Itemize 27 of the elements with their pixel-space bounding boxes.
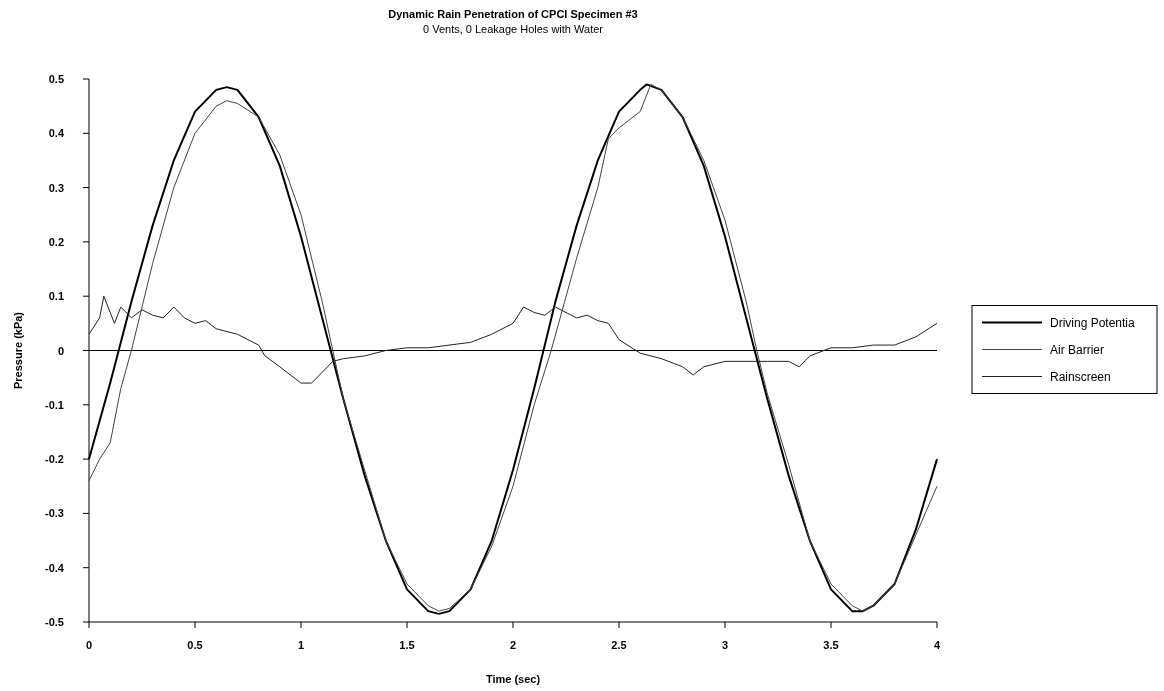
x-tick-label: 0.5 xyxy=(187,639,203,651)
legend-label: Driving Potentia xyxy=(1050,315,1136,330)
y-axis-title: Pressure (kPa) xyxy=(12,311,24,390)
y-tick-label: -0.2 xyxy=(45,453,64,466)
x-tick-label: 4 xyxy=(933,639,941,651)
x-tick-label: 3.5 xyxy=(823,639,839,651)
x-tick-label: 2.5 xyxy=(611,639,627,651)
y-tick-label: 0.3 xyxy=(48,181,64,194)
chart-subtitle: 0 Vents, 0 Leakage Holes with Water xyxy=(423,23,604,35)
y-tick-label: 0.5 xyxy=(48,73,64,85)
y-tick-label: 0.4 xyxy=(48,127,65,140)
x-tick-label: 2 xyxy=(509,639,517,651)
x-axis-title: Time (sec) xyxy=(485,673,541,685)
x-tick-label: 0 xyxy=(85,639,93,651)
y-tick-label: 0 xyxy=(57,344,64,357)
y-tick-label: -0.4 xyxy=(45,561,65,574)
y-tick-label: 0.2 xyxy=(48,235,64,248)
y-tick-label: -0.5 xyxy=(45,616,64,628)
y-tick-label: 0.1 xyxy=(48,290,64,303)
x-tick-label: 3 xyxy=(721,639,729,651)
legend-label: Air Barrier xyxy=(1050,342,1105,357)
legend-label: Rainscreen xyxy=(1050,369,1111,384)
x-tick-label: 1.5 xyxy=(399,639,415,651)
chart-title: Dynamic Rain Penetration of CPCI Specimen #3 xyxy=(388,8,638,20)
y-tick-label: -0.3 xyxy=(45,507,64,520)
y-tick-label: -0.1 xyxy=(45,398,64,411)
x-tick-label: 1 xyxy=(297,639,305,651)
